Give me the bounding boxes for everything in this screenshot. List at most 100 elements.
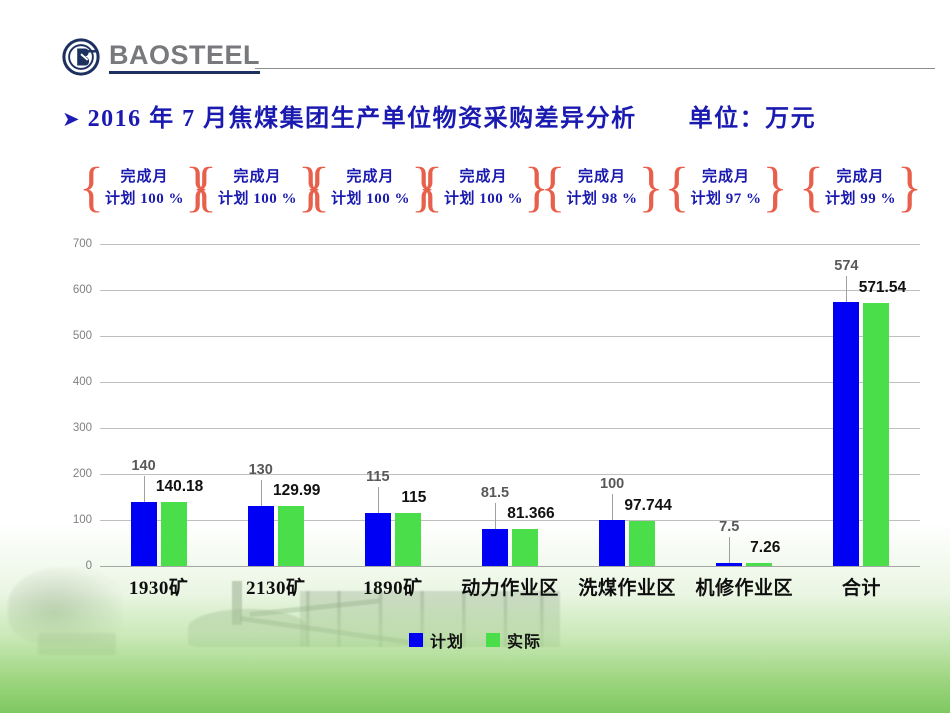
leader-line xyxy=(494,502,496,529)
brace-left-icon: { xyxy=(799,157,824,218)
bar-actual[interactable] xyxy=(511,528,538,566)
annotation-bottom-label: 计划 98 % xyxy=(566,190,638,207)
y-axis-labels: 0 100 200 300 400 500 600 700 xyxy=(56,238,92,572)
bar-group: 130 129.99 xyxy=(217,244,334,566)
annotation-text: 完成月 计划 97 % xyxy=(689,167,762,210)
gridline xyxy=(100,290,920,291)
gridline xyxy=(100,244,920,245)
brand-logo: BAOSTEEL xyxy=(62,38,261,76)
brace-right-icon: } xyxy=(762,157,788,218)
completion-annotations: { 完成月 计划 100 % } { 完成月 计划 100 % } { 完成月 … xyxy=(79,157,933,219)
bar-group: 81.5 81.366 xyxy=(451,244,568,566)
leader-line xyxy=(143,475,145,502)
y-axis-tick-label: 500 xyxy=(72,330,92,342)
brace-left-icon: { xyxy=(305,157,330,218)
annotation-top-label: 完成月 xyxy=(346,168,395,185)
annotation-bracket: { 完成月 计划 100 % } xyxy=(305,157,436,219)
legend-item[interactable]: 实际 xyxy=(486,628,541,652)
bar-value-label-actual: 7.26 xyxy=(750,538,781,556)
x-axis-category-label: 机修作业区 xyxy=(695,578,794,599)
annotation-text: 完成月 计划 98 % xyxy=(565,167,638,210)
bar-plan[interactable] xyxy=(599,520,626,566)
annotation-bracket: { 完成月 计划 97 % } xyxy=(664,157,788,219)
bar-plan[interactable] xyxy=(833,301,860,566)
leader-line xyxy=(612,494,614,520)
chevron-right-bullet-icon: ➤ xyxy=(62,108,80,131)
bar-actual[interactable] xyxy=(746,562,773,566)
bar-actual[interactable] xyxy=(277,506,304,566)
annotation-text: 完成月 计划 100 % xyxy=(104,167,185,210)
bar-plan[interactable] xyxy=(364,513,391,566)
brand-underline xyxy=(109,71,261,74)
bar-value-label-plan: 140 xyxy=(131,457,156,474)
bar-group: 115 115 xyxy=(334,244,451,566)
leader-line xyxy=(260,480,262,507)
bar-plan[interactable] xyxy=(716,562,743,566)
bar-plan[interactable] xyxy=(481,528,508,566)
x-axis-categories: 1930矿 2130矿 1890矿 动力作业区 洗煤作业区 机修作业区 合计 xyxy=(100,574,920,608)
bar-value-label-actual: 129.99 xyxy=(272,482,321,500)
bar-value-label-plan: 574 xyxy=(834,257,859,274)
annotation-top-label: 完成月 xyxy=(577,168,626,185)
bar-actual[interactable] xyxy=(629,521,656,566)
bar-value-label-plan: 7.5 xyxy=(719,518,740,535)
y-axis-tick-label: 400 xyxy=(72,376,92,388)
bar-actual[interactable] xyxy=(160,501,187,566)
bar-value-label-plan: 115 xyxy=(366,469,390,486)
annotation-top-label: 完成月 xyxy=(233,168,282,185)
x-axis-category-label: 2130矿 xyxy=(245,578,306,599)
bar-value-label-plan: 81.5 xyxy=(480,484,510,501)
bar-pair xyxy=(569,244,686,566)
x-axis-category-label: 1890矿 xyxy=(363,578,423,599)
y-axis-tick-label: 100 xyxy=(72,514,92,526)
brace-right-icon: } xyxy=(638,157,664,218)
unit-label: 单位：万元 xyxy=(688,106,817,132)
x-axis-category-label: 洗煤作业区 xyxy=(578,578,676,599)
annotation-text: 完成月 计划 100 % xyxy=(217,167,298,210)
annotation-text: 完成月 计划 100 % xyxy=(330,167,411,210)
gridline xyxy=(100,336,920,337)
y-axis-tick-label: 200 xyxy=(72,468,92,480)
bar-actual[interactable] xyxy=(863,303,890,566)
brand-name: BAOSTEEL xyxy=(109,40,261,70)
bar-group: 7.5 7.26 xyxy=(686,244,803,566)
bar-pair xyxy=(803,244,920,566)
annotation-bottom-label: 计划 100 % xyxy=(218,190,298,207)
bar-actual[interactable] xyxy=(394,513,421,566)
y-axis-tick-label: 700 xyxy=(72,238,92,250)
bar-value-label-actual: 97.744 xyxy=(624,497,672,515)
bar-group: 140 140.18 xyxy=(100,244,217,566)
brace-right-icon: } xyxy=(897,157,922,218)
annotation-bottom-label: 计划 99 % xyxy=(824,190,896,207)
brace-right-icon: } xyxy=(524,157,549,218)
gridline xyxy=(100,566,920,567)
bar-value-label-actual: 115 xyxy=(401,489,427,507)
page-title-text: 2016 年 7 月焦煤集团生产单位物资采购差异分析 xyxy=(87,106,637,132)
legend-label: 实际 xyxy=(507,634,542,651)
leader-line xyxy=(729,536,731,563)
bar-plan[interactable] xyxy=(130,501,157,566)
legend-item[interactable]: 计划 xyxy=(408,628,464,652)
brace-right-icon: } xyxy=(298,157,323,218)
annotation-top-label: 完成月 xyxy=(701,168,750,185)
y-axis-tick-label: 300 xyxy=(72,422,92,434)
bar-pair xyxy=(686,244,803,566)
gridline xyxy=(100,474,920,475)
bar-value-label-actual: 81.366 xyxy=(507,504,555,522)
x-axis-category-label: 合计 xyxy=(841,578,881,599)
leader-line xyxy=(377,487,379,514)
bar-value-label-actual: 571.54 xyxy=(858,279,907,297)
annotation-top-label: 完成月 xyxy=(836,168,885,185)
legend-swatch-icon xyxy=(486,633,500,647)
bar-groups: 140 140.18 130 129.99 115 115 81.5 81.366 100 97.… xyxy=(100,244,920,566)
x-axis-category-label: 1930矿 xyxy=(128,578,189,599)
annotation-bracket: { 完成月 计划 100 % } xyxy=(192,157,323,219)
gridline xyxy=(100,428,920,429)
brand-wordmark: BAOSTEEL xyxy=(109,40,261,74)
bar-plan[interactable] xyxy=(247,506,274,566)
gridline xyxy=(100,382,920,383)
x-axis-category-label: 动力作业区 xyxy=(461,578,559,599)
header-divider xyxy=(255,68,935,69)
annotation-text: 完成月 计划 100 % xyxy=(443,167,524,210)
bar-chart: 0 100 200 300 400 500 600 700 140 140.18 130 129.9… xyxy=(0,228,950,628)
